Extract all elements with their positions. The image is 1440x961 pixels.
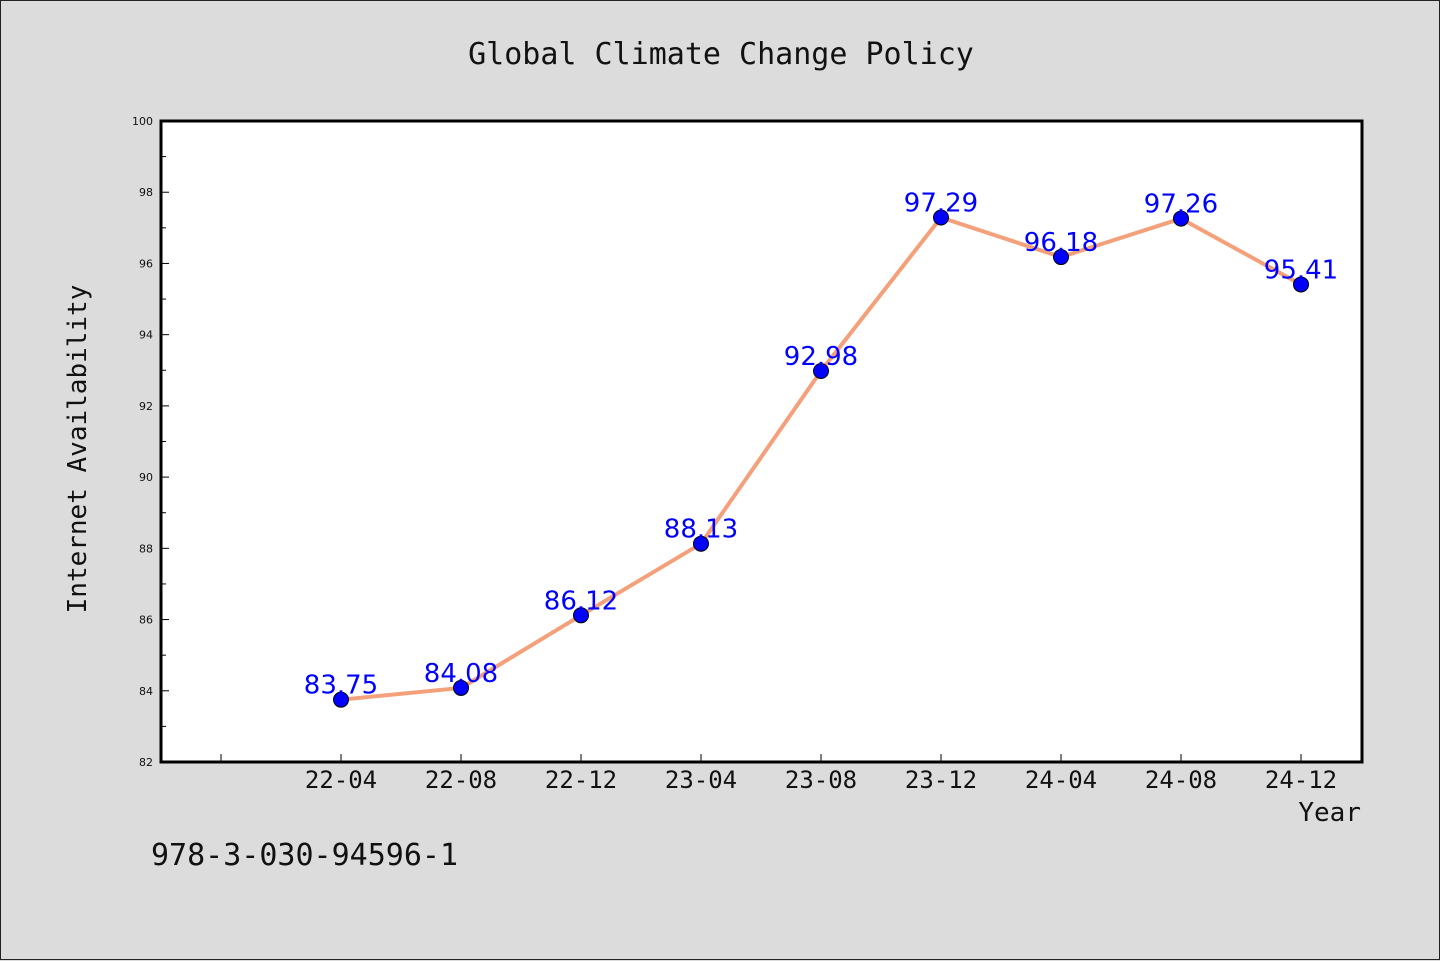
x-tick-label: 23-12 [905, 766, 977, 794]
data-label: 92.98 [784, 342, 858, 372]
y-axis: 82 84 86 88 90 92 94 96 98 100 [132, 115, 169, 769]
data-point [933, 209, 949, 226]
data-point [1293, 276, 1309, 293]
data-point [693, 535, 709, 552]
data-point [1053, 249, 1069, 266]
y-tick-label: 86 [139, 614, 153, 627]
plot-area [159, 119, 1364, 764]
y-tick-label: 92 [139, 400, 153, 413]
y-tick-label: 96 [139, 257, 153, 270]
x-tick-label: 24-12 [1265, 766, 1337, 794]
y-tick-label: 88 [139, 542, 153, 555]
data-label: 97.26 [1144, 190, 1218, 220]
y-tick-label: 90 [139, 471, 153, 484]
x-axis-label: Year [1298, 798, 1361, 828]
x-axis: 22-04 22-08 22-12 23-04 23-08 23-12 24-04 24-08… [220, 754, 1337, 794]
data-label: 86.12 [544, 586, 618, 616]
x-tick-label: 23-04 [665, 766, 737, 794]
x-tick-label: 23-08 [785, 766, 857, 794]
y-axis-label: Internet Availability [63, 285, 93, 614]
footer-id-text: 978-3-030-94596-1 [151, 838, 458, 873]
data-label: 96.18 [1024, 228, 1098, 258]
markers-group [333, 209, 1309, 708]
y-tick-label: 94 [139, 329, 153, 342]
x-tick-label: 22-04 [305, 766, 377, 794]
data-label: 88.13 [664, 515, 738, 545]
y-tick-label: 82 [139, 756, 153, 769]
data-point [573, 607, 589, 624]
x-tick-label: 24-04 [1025, 766, 1097, 794]
data-label: 95.41 [1264, 255, 1338, 285]
chart-title: Global Climate Change Policy [468, 37, 974, 72]
x-tick-label: 22-08 [425, 766, 497, 794]
x-tick-label: 24-08 [1145, 766, 1217, 794]
y-tick-label: 100 [132, 115, 153, 128]
data-labels-group: 83.75 84.08 86.12 88.13 92.98 97.29 96.18 97.26… [304, 189, 1338, 701]
data-label: 83.75 [304, 671, 378, 701]
x-tick-label: 22-12 [545, 766, 617, 794]
data-point [813, 362, 829, 379]
data-point [333, 691, 349, 708]
data-label: 97.29 [904, 189, 978, 219]
data-point [1173, 210, 1189, 227]
data-label: 84.08 [424, 659, 498, 689]
y-tick-label: 84 [139, 685, 153, 698]
data-point [453, 679, 469, 696]
y-tick-label: 98 [139, 186, 153, 199]
